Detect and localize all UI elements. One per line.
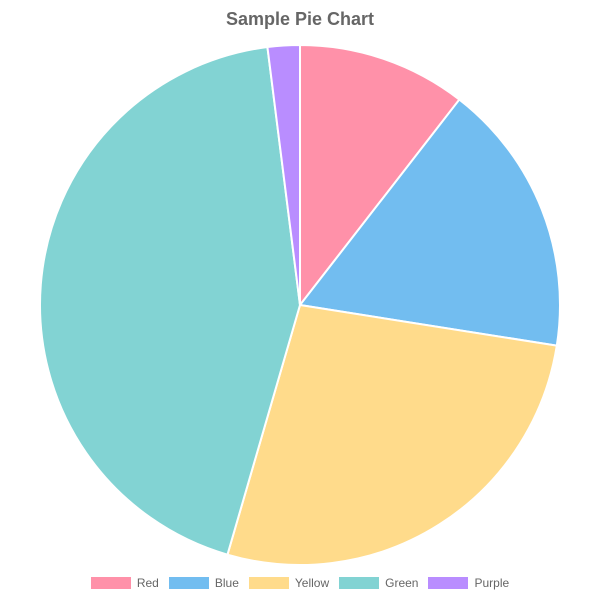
legend-label: Yellow — [294, 576, 330, 590]
legend-swatch — [248, 577, 289, 589]
legend-swatch — [339, 577, 380, 589]
chart-legend: Red Blue Yellow Green Purple — [0, 574, 600, 592]
pie-slice-green[interactable] — [39, 45, 302, 556]
legend-item-purple[interactable]: Purple — [428, 576, 509, 590]
legend-label: Red — [136, 576, 159, 590]
legend-swatch — [168, 577, 209, 589]
legend-swatch — [428, 577, 469, 589]
pie-slice-blue[interactable] — [298, 98, 561, 347]
pie-slice-yellow[interactable] — [226, 303, 558, 566]
pie-slice-red[interactable] — [299, 43, 461, 308]
pie-slice-purple[interactable] — [266, 43, 301, 306]
legend-item-green[interactable]: Green — [339, 576, 418, 590]
legend-item-red[interactable]: Red — [90, 576, 159, 590]
legend-item-blue[interactable]: Blue — [168, 576, 239, 590]
legend-label: Green — [385, 576, 419, 590]
chart-title: Sample Pie Chart — [225, 9, 375, 29]
legend-swatch — [90, 577, 131, 589]
legend-label: Purple — [474, 576, 510, 590]
legend-label: Blue — [214, 576, 239, 590]
legend-item-yellow[interactable]: Yellow — [248, 576, 330, 590]
